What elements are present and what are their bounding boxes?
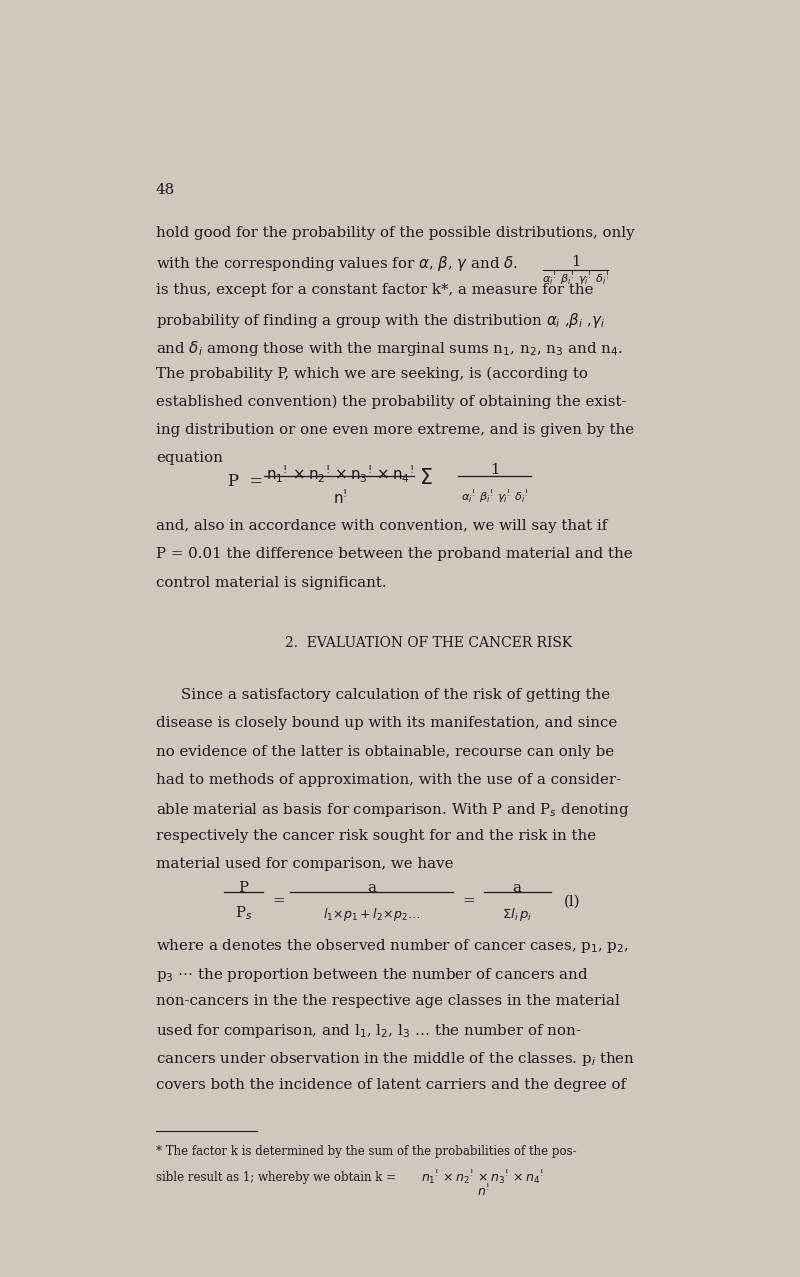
Text: $n^!$: $n^!$	[477, 1183, 489, 1199]
Text: established convention) the probability of obtaining the exist-: established convention) the probability …	[156, 395, 626, 410]
Text: * The factor k is determined by the sum of the probabilities of the pos-: * The factor k is determined by the sum …	[156, 1144, 577, 1158]
Text: 1: 1	[571, 255, 581, 269]
Text: probability of finding a group with the distribution $\alpha_i$ ,$\beta_i$ ,$\ga: probability of finding a group with the …	[156, 310, 605, 329]
Text: $\mathrm{n_1}^! \times \mathrm{n_2}^! \times \mathrm{n_3}^! \times \mathrm{n_4}^: $\mathrm{n_1}^! \times \mathrm{n_2}^! \t…	[266, 464, 414, 484]
Text: where a denotes the observed number of cancer cases, p$_1$, p$_2$,: where a denotes the observed number of c…	[156, 937, 629, 955]
Text: $n_1{}^!\times n_2{}^!\times n_3{}^!\times n_4{}^!$: $n_1{}^!\times n_2{}^!\times n_3{}^!\tim…	[422, 1168, 544, 1188]
Text: cancers under observation in the middle of the classes. p$_i$ then: cancers under observation in the middle …	[156, 1050, 635, 1068]
Text: is thus, except for a constant factor k*, a measure for the: is thus, except for a constant factor k*…	[156, 282, 594, 296]
Text: sible result as 1; whereby we obtain k =: sible result as 1; whereby we obtain k =	[156, 1171, 396, 1184]
Text: P = 0.01 the difference between the proband material and the: P = 0.01 the difference between the prob…	[156, 548, 633, 562]
Text: hold good for the probability of the possible distributions, only: hold good for the probability of the pos…	[156, 226, 634, 240]
Text: P: P	[238, 881, 248, 895]
Text: respectively the cancer risk sought for and the risk in the: respectively the cancer risk sought for …	[156, 829, 596, 843]
Text: p$_3$ $\cdots$ the proportion between the number of cancers and: p$_3$ $\cdots$ the proportion between th…	[156, 965, 588, 983]
Text: $\alpha_i{}^!\;\beta_i{}^!\;\gamma_i{}^!\;\delta_i{}^!$: $\alpha_i{}^!\;\beta_i{}^!\;\gamma_i{}^!…	[542, 269, 610, 289]
Text: with the corresponding values for $\alpha$, $\beta$, $\gamma$ and $\delta$.: with the corresponding values for $\alph…	[156, 254, 518, 273]
Text: 2.  EVALUATION OF THE CANCER RISK: 2. EVALUATION OF THE CANCER RISK	[285, 636, 572, 650]
Text: no evidence of the latter is obtainable, recourse can only be: no evidence of the latter is obtainable,…	[156, 744, 614, 759]
Text: $\alpha_i{}^!\;\beta_i{}^!\;\gamma_i{}^!\;\delta_i{}^!$: $\alpha_i{}^!\;\beta_i{}^!\;\gamma_i{}^!…	[461, 488, 528, 507]
Text: non-cancers in the the respective age classes in the material: non-cancers in the the respective age cl…	[156, 994, 620, 1008]
Text: equation: equation	[156, 451, 222, 465]
Text: Since a satisfactory calculation of the risk of getting the: Since a satisfactory calculation of the …	[182, 688, 610, 702]
Text: P  =: P =	[228, 474, 263, 490]
Text: 1: 1	[490, 464, 499, 478]
Text: used for comparison, and l$_1$, l$_2$, l$_3$ $\ldots$ the number of non-: used for comparison, and l$_1$, l$_2$, l…	[156, 1022, 582, 1039]
Text: a: a	[513, 881, 522, 895]
Text: 48: 48	[156, 184, 175, 197]
Text: and $\delta_i$ among those with the marginal sums n$_1$, n$_2$, n$_3$ and n$_4$.: and $\delta_i$ among those with the marg…	[156, 338, 622, 358]
Text: had to methods of approximation, with the use of a consider-: had to methods of approximation, with th…	[156, 773, 621, 787]
Text: $\mathrm{n}^!$: $\mathrm{n}^!$	[333, 488, 347, 507]
Text: a: a	[366, 881, 376, 895]
Text: control material is significant.: control material is significant.	[156, 576, 386, 590]
Text: ing distribution or one even more extreme, and is given by the: ing distribution or one even more extrem…	[156, 423, 634, 437]
Text: material used for comparison, we have: material used for comparison, we have	[156, 857, 454, 871]
Text: =: =	[272, 894, 285, 908]
Text: $\Sigma$: $\Sigma$	[419, 467, 433, 488]
Text: $\Sigma l_i\,p_i$: $\Sigma l_i\,p_i$	[502, 905, 532, 923]
Text: (l): (l)	[563, 894, 580, 908]
Text: able material as basis for comparison. With P and P$_s$ denoting: able material as basis for comparison. W…	[156, 801, 629, 819]
Text: P$_s$: P$_s$	[234, 904, 252, 922]
Text: and, also in accordance with convention, we will say that if: and, also in accordance with convention,…	[156, 520, 607, 534]
Text: $l_1\!\times\!p_1+l_2\!\times\!p_2\ldots$: $l_1\!\times\!p_1+l_2\!\times\!p_2\ldots…	[322, 905, 420, 923]
Text: The probability P, which we are seeking, is (according to: The probability P, which we are seeking,…	[156, 366, 588, 382]
Text: covers both the incidence of latent carriers and the degree of: covers both the incidence of latent carr…	[156, 1078, 626, 1092]
Text: =: =	[462, 894, 475, 908]
Text: disease is closely bound up with its manifestation, and since: disease is closely bound up with its man…	[156, 716, 617, 730]
